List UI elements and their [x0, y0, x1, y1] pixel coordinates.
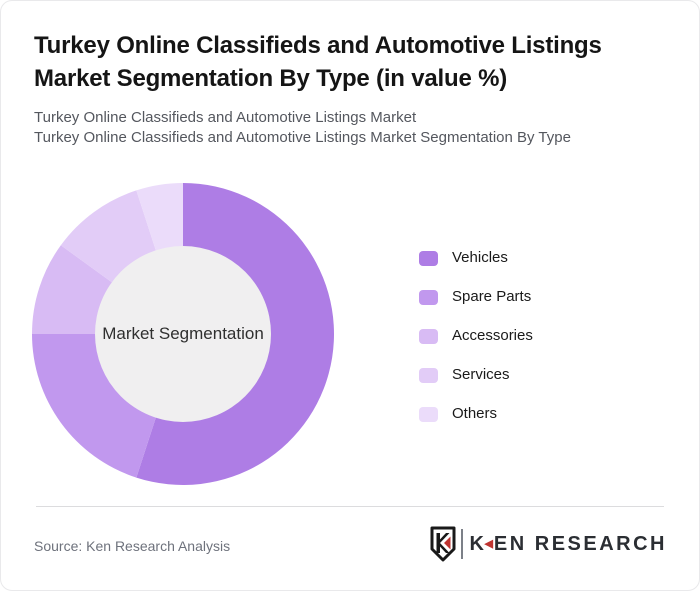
legend-label-services: Services	[452, 366, 510, 383]
page-title-line1: Turkey Online Classifieds and Automotive…	[34, 32, 602, 59]
page-title-line2: Market Segmentation By Type (in value %)	[34, 65, 507, 92]
logo-wordmark: K ◀ EN RESEARCH	[470, 533, 668, 556]
ken-research-shield-icon	[430, 526, 455, 562]
logo-wordmark-rest: EN RESEARCH	[493, 532, 667, 555]
donut-hole	[95, 246, 271, 422]
source-text: Source: Ken Research Analysis	[34, 538, 231, 554]
legend-swatch-services	[419, 367, 438, 383]
legend-swatch-spare-parts	[419, 289, 438, 305]
legend-swatch-vehicles	[419, 250, 438, 266]
page-title: Turkey Online Classifieds and Automotive…	[34, 29, 654, 95]
ken-research-logo: K ◀ EN RESEARCH	[430, 525, 668, 563]
legend-item-accessories: Accessories	[419, 328, 533, 344]
logo-divider-bar	[460, 529, 463, 559]
footer-divider	[36, 506, 664, 507]
legend-label-vehicles: Vehicles	[452, 249, 508, 266]
legend-item-others: Others	[419, 406, 533, 422]
chart-subtitle: Turkey Online Classifieds and Automotive…	[34, 108, 654, 148]
legend-label-others: Others	[452, 405, 498, 422]
legend-label-spare-parts: Spare Parts	[452, 288, 532, 305]
legend-item-spare-parts: Spare Parts	[419, 289, 533, 305]
legend-item-vehicles: Vehicles	[419, 250, 533, 266]
legend-swatch-accessories	[419, 328, 438, 344]
donut-chart: Market Segmentation	[32, 183, 334, 485]
legend-label-accessories: Accessories	[452, 327, 533, 344]
donut-svg	[32, 183, 334, 485]
logo-red-triangle-icon: ◀	[484, 537, 493, 550]
subtitle-line2: Turkey Online Classifieds and Automotive…	[34, 129, 571, 146]
logo-wordmark-k: K	[469, 532, 487, 555]
legend-swatch-others	[419, 406, 438, 422]
subtitle-line1: Turkey Online Classifieds and Automotive…	[34, 109, 417, 126]
legend-item-services: Services	[419, 367, 533, 383]
chart-legend: Vehicles Spare Parts Accessories Service…	[419, 250, 533, 445]
